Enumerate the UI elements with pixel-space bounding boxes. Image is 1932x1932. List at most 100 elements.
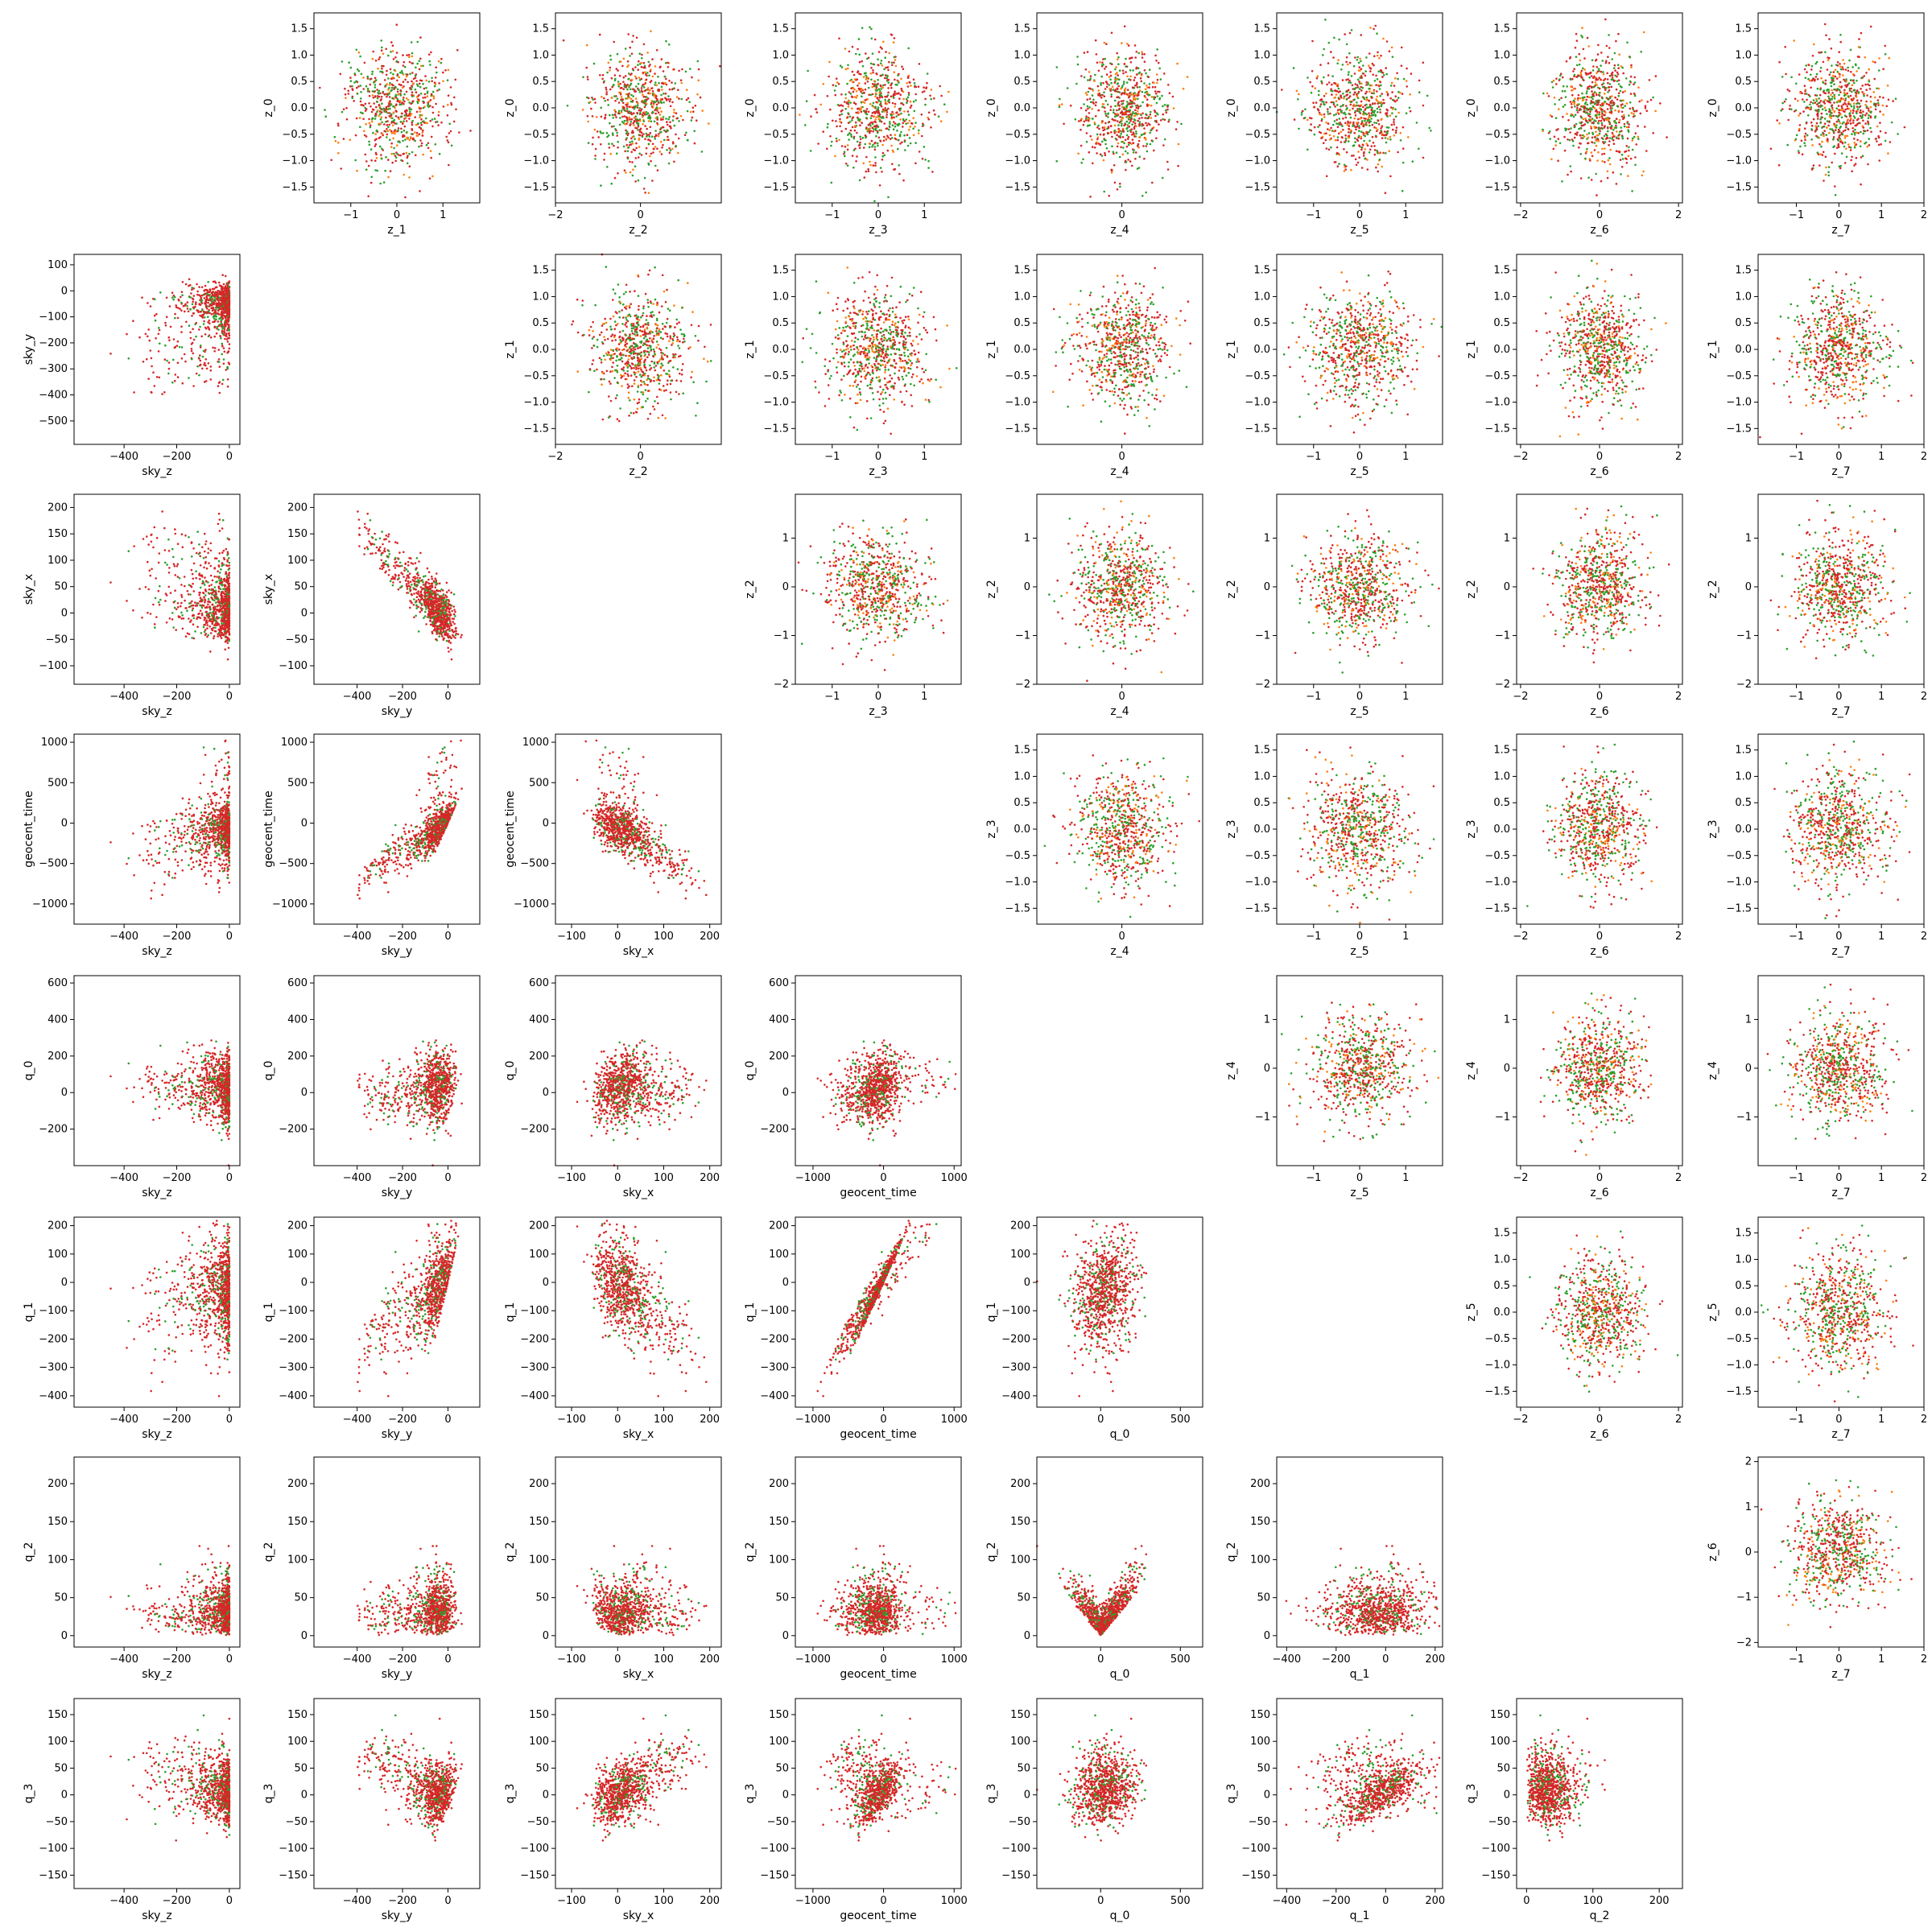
point xyxy=(883,110,886,113)
point xyxy=(687,139,689,142)
point xyxy=(365,123,367,126)
point xyxy=(386,74,388,76)
point xyxy=(369,122,371,125)
point xyxy=(834,89,836,92)
point xyxy=(386,136,388,138)
point xyxy=(394,155,397,157)
point xyxy=(914,99,917,101)
point xyxy=(346,118,349,121)
point xyxy=(694,142,696,145)
point xyxy=(400,85,402,87)
point xyxy=(893,61,895,64)
point xyxy=(887,66,890,68)
point xyxy=(595,148,597,151)
point xyxy=(888,61,890,64)
point xyxy=(1129,160,1132,163)
point xyxy=(889,123,891,126)
point xyxy=(843,153,845,155)
point xyxy=(632,68,634,70)
point xyxy=(357,68,359,71)
point xyxy=(681,68,683,71)
point xyxy=(828,61,831,64)
point xyxy=(406,109,408,112)
point xyxy=(389,129,391,131)
point xyxy=(644,101,646,103)
point xyxy=(874,149,877,151)
point xyxy=(831,141,833,143)
point xyxy=(1128,103,1130,105)
point xyxy=(1128,142,1130,144)
point xyxy=(447,104,449,106)
point xyxy=(438,60,440,63)
point xyxy=(616,132,618,134)
point xyxy=(414,140,416,142)
point xyxy=(878,112,881,114)
point xyxy=(382,65,384,68)
point xyxy=(349,138,352,141)
point xyxy=(665,62,667,64)
point xyxy=(337,125,340,127)
point xyxy=(878,51,881,53)
point xyxy=(619,117,621,119)
panel-z_0-vs-z_2: −2 0−1.5−1.0−0.50.00.51.01.5z_2z_0 xyxy=(504,13,721,237)
point xyxy=(1067,87,1069,89)
point xyxy=(456,49,459,52)
point xyxy=(1136,82,1138,85)
point xyxy=(414,116,416,118)
point xyxy=(874,156,877,159)
point xyxy=(654,138,656,140)
point xyxy=(625,93,628,96)
point xyxy=(859,61,861,64)
point xyxy=(1147,76,1150,78)
point xyxy=(650,120,653,122)
y-axis-label: z_0 xyxy=(262,98,275,117)
point xyxy=(891,117,894,119)
point xyxy=(861,27,864,30)
point xyxy=(672,119,675,122)
point xyxy=(632,175,634,177)
point xyxy=(902,104,905,106)
point xyxy=(658,112,660,114)
point xyxy=(630,83,633,85)
point xyxy=(451,145,453,147)
point xyxy=(650,126,652,129)
point xyxy=(886,116,888,118)
point xyxy=(873,128,875,130)
point xyxy=(379,146,382,148)
point xyxy=(625,138,627,141)
point xyxy=(874,162,877,164)
point xyxy=(857,119,860,122)
point xyxy=(894,71,896,73)
point xyxy=(906,98,908,101)
point xyxy=(582,76,584,79)
point xyxy=(1126,101,1129,103)
point xyxy=(389,112,391,114)
point xyxy=(701,151,704,153)
point xyxy=(419,190,421,192)
point xyxy=(668,80,671,82)
point xyxy=(662,118,664,121)
point xyxy=(625,144,628,147)
point xyxy=(594,129,597,131)
point xyxy=(383,123,386,126)
point xyxy=(345,97,347,99)
point xyxy=(885,74,887,76)
point xyxy=(445,136,448,138)
point xyxy=(881,110,884,113)
point xyxy=(1109,71,1112,73)
point xyxy=(1125,161,1128,163)
point xyxy=(384,170,386,172)
point xyxy=(880,140,882,142)
x-axis-label: z_1 xyxy=(387,224,406,237)
point xyxy=(400,104,402,106)
panel-frame xyxy=(314,13,480,203)
point xyxy=(855,112,857,114)
point xyxy=(838,83,840,85)
point xyxy=(650,153,653,155)
point xyxy=(665,118,667,120)
point xyxy=(371,111,374,114)
point xyxy=(667,62,669,64)
point xyxy=(1125,151,1127,153)
point xyxy=(880,94,882,97)
point xyxy=(391,97,394,100)
